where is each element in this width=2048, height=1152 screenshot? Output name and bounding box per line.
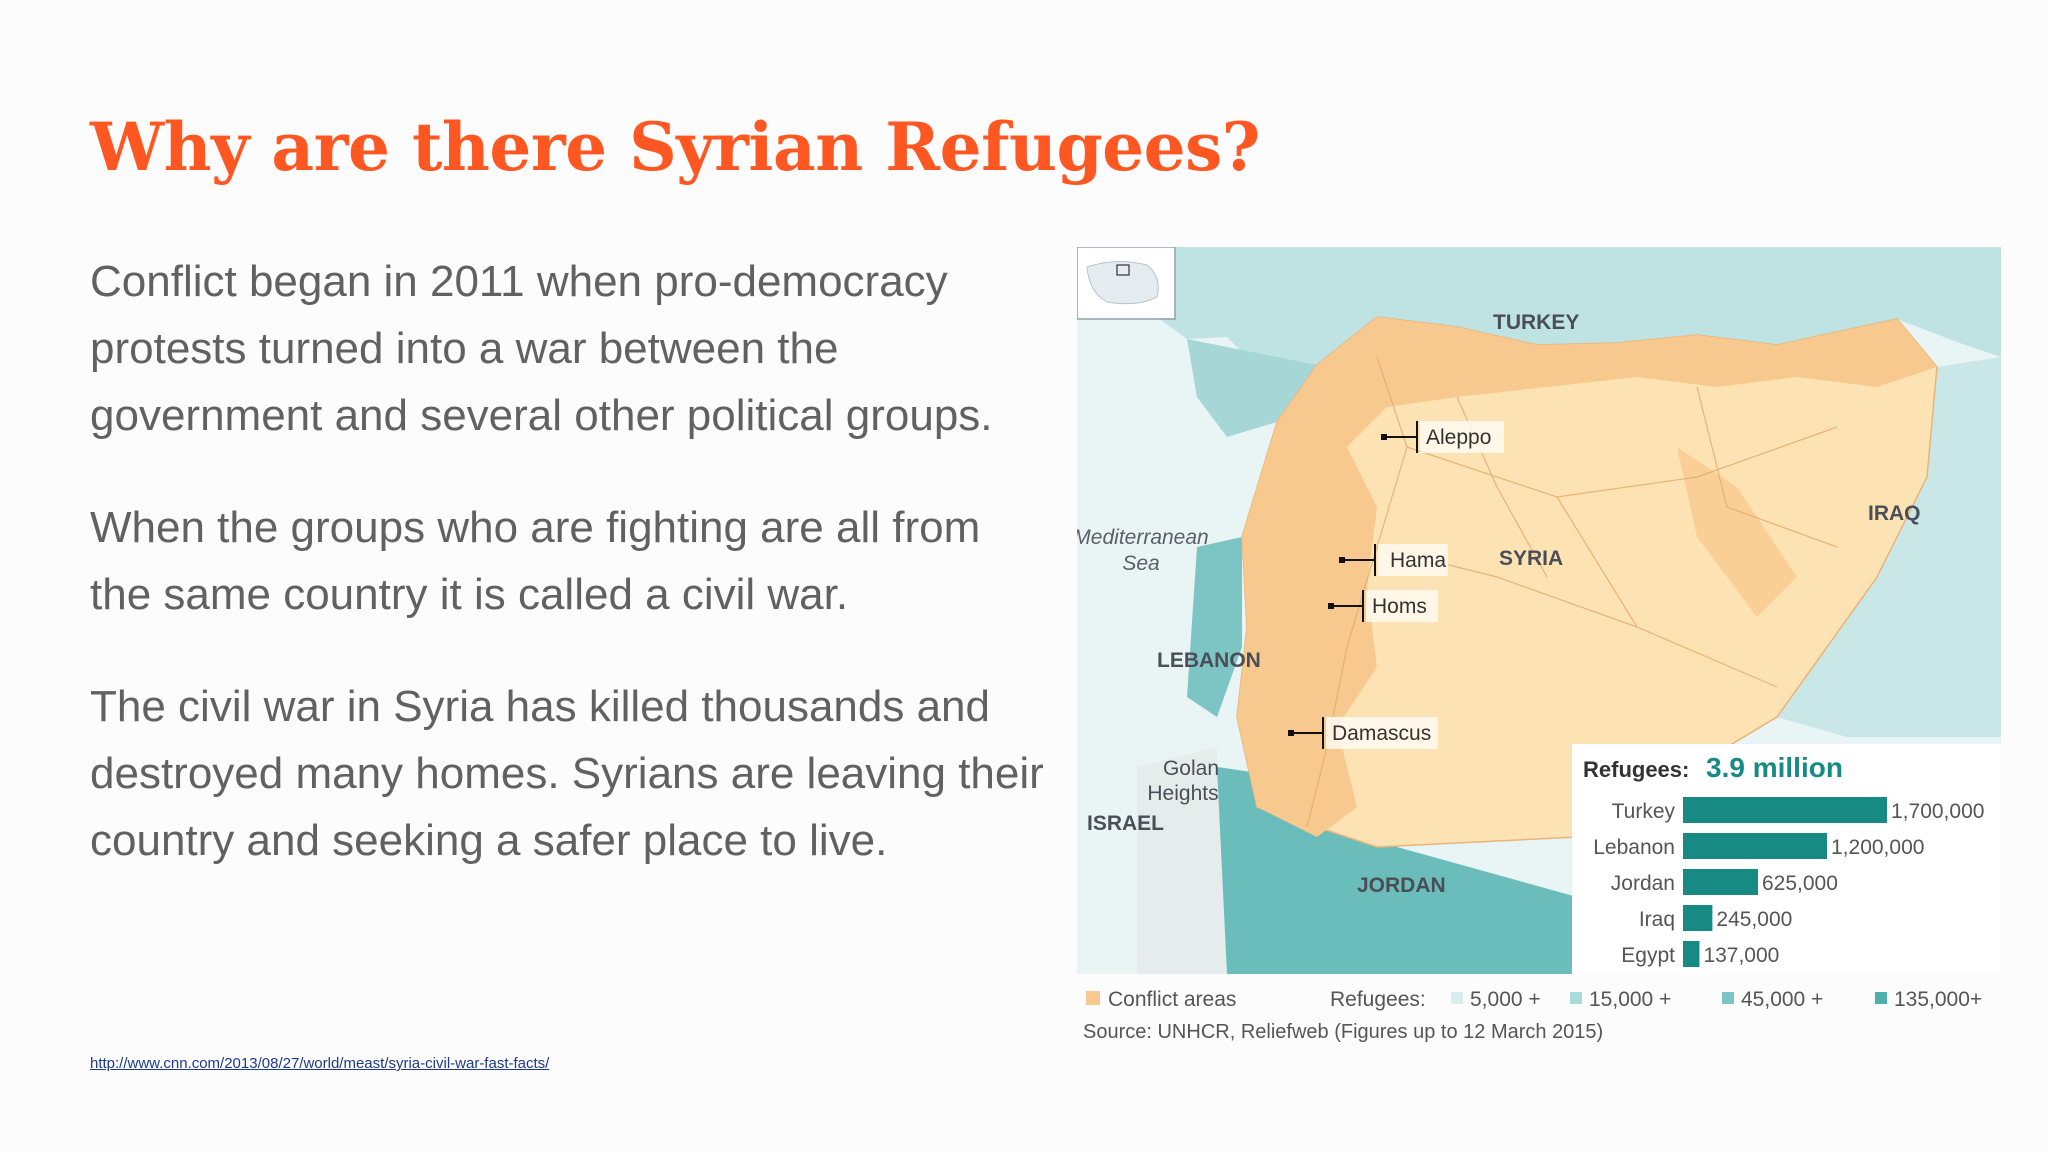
bar-country-egypt: Egypt (1621, 944, 1675, 967)
country-label-iraq: IRAQ (1868, 502, 1921, 525)
paragraph-impact: The civil war in Syria has killed thousa… (90, 682, 1044, 865)
country-label-lebanon: LEBANON (1157, 649, 1261, 672)
refugee-bar-chart: Turkey 1,700,000 Lebanon 1,200,000 Jordan 625… (1593, 797, 1984, 967)
city-marker-aleppo: Aleppo (1381, 421, 1504, 453)
legend-label-conflict: Conflict areas (1108, 988, 1236, 1011)
legend-swatch-conflict (1086, 991, 1100, 1005)
legend-label-tier3: 45,000 + (1741, 988, 1823, 1011)
sea-label-line2: Sea (1122, 552, 1159, 575)
bar-country-jordan: Jordan (1611, 872, 1675, 895)
refugees-total: 3.9 million (1706, 752, 1843, 783)
paragraph-civil-war: When the groups who are fighting are all… (90, 503, 981, 619)
paragraph-conflict: Conflict began in 2011 when pro-democrac… (90, 257, 993, 440)
bar-value-lebanon: 1,200,000 (1831, 836, 1924, 859)
map-legend: Conflict areas Refugees: 5,000 + 15,000 … (1086, 988, 1982, 1011)
golan-label-line1: Golan (1163, 757, 1219, 780)
bar-value-turkey: 1,700,000 (1891, 800, 1984, 823)
bar-iraq (1683, 905, 1713, 931)
map-source: Source: UNHCR, Reliefweb (Figures up to … (1083, 1021, 1603, 1043)
bar-value-jordan: 625,000 (1762, 872, 1838, 895)
city-label-aleppo: Aleppo (1426, 426, 1491, 449)
turkey-south-region (1187, 339, 1317, 437)
conflict-area-east (1677, 447, 1797, 617)
sea-label-line1: Mediterranean (1077, 526, 1209, 549)
body-text: Conflict began in 2011 when pro-democrac… (90, 248, 1050, 919)
lebanon-region (1187, 537, 1242, 717)
golan-label-line2: Heights (1147, 782, 1218, 805)
legend-label-tier2: 15,000 + (1589, 988, 1671, 1011)
country-label-jordan: JORDAN (1357, 874, 1446, 897)
conflict-area-west (1237, 317, 1937, 837)
legend-swatch-tier1 (1451, 992, 1463, 1004)
iraq-region (1777, 357, 2001, 737)
source-link[interactable]: http://www.cnn.com/2013/08/27/world/meas… (90, 1055, 550, 1072)
refugees-heading-label: Refugees: (1583, 757, 1689, 782)
legend-swatch-tier3 (1722, 992, 1734, 1004)
legend-label-refugees: Refugees: (1330, 988, 1426, 1011)
bar-country-iraq: Iraq (1639, 908, 1675, 931)
city-marker-homs: Homs (1328, 590, 1438, 622)
slide-title: Why are there Syrian Refugees? (90, 108, 1260, 186)
city-label-homs: Homs (1372, 595, 1427, 618)
bar-value-iraq: 245,000 (1716, 908, 1792, 931)
city-marker-damascus: Damascus (1288, 717, 1438, 749)
refugee-map-figure: TURKEY IRAQ SYRIA LEBANON JORDAN ISRAEL … (1077, 247, 2001, 1047)
country-label-turkey: TURKEY (1493, 311, 1579, 334)
city-label-hama: Hama (1390, 549, 1446, 572)
bar-turkey (1683, 797, 1887, 823)
city-label-damascus: Damascus (1332, 722, 1431, 745)
bar-jordan (1683, 869, 1758, 895)
country-label-israel: ISRAEL (1087, 812, 1164, 835)
legend-label-tier4: 135,000+ (1894, 988, 1982, 1011)
israel-region (1137, 747, 1227, 974)
turkey-region (1077, 247, 2001, 367)
city-marker-hama: Hama (1339, 544, 1448, 576)
bar-country-turkey: Turkey (1612, 800, 1676, 823)
legend-swatch-tier2 (1570, 992, 1582, 1004)
bar-value-egypt: 137,000 (1703, 944, 1779, 967)
legend-label-tier1: 5,000 + (1470, 988, 1541, 1011)
bar-country-lebanon: Lebanon (1593, 836, 1675, 859)
bar-lebanon (1683, 833, 1827, 859)
legend-swatch-tier4 (1875, 992, 1887, 1004)
country-label-syria: SYRIA (1499, 547, 1563, 570)
bar-egypt (1683, 941, 1700, 967)
